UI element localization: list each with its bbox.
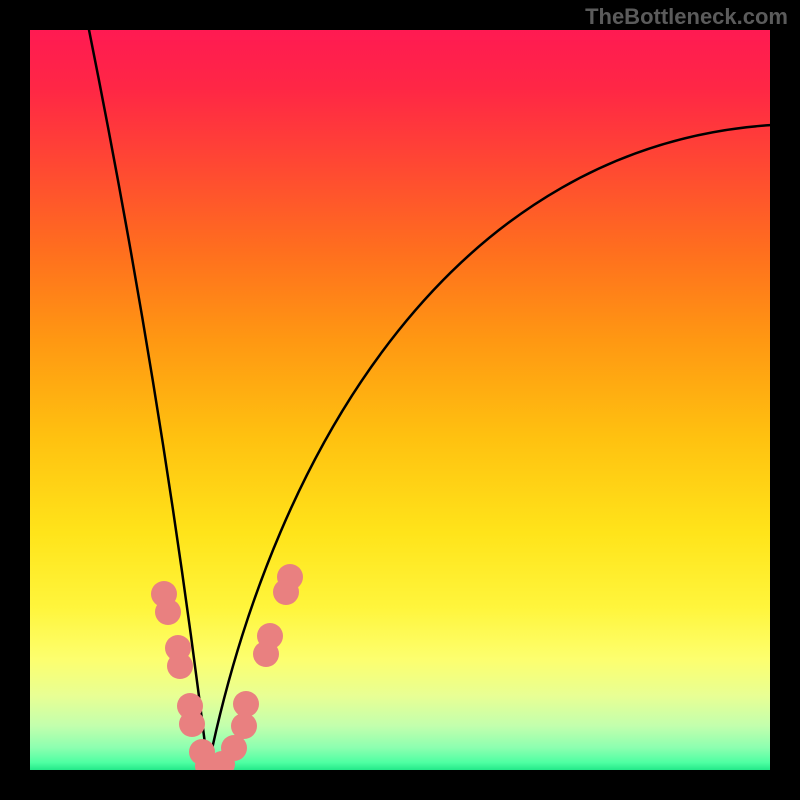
data-marker [167,653,193,679]
chart-container: TheBottleneck.com [0,0,800,800]
watermark-text: TheBottleneck.com [585,4,788,30]
data-marker [155,599,181,625]
curve-path [208,125,770,768]
data-marker [277,564,303,590]
plot-area [30,30,770,770]
curve-layer [30,30,770,770]
data-marker [179,711,205,737]
data-marker [257,623,283,649]
data-marker [233,691,259,717]
